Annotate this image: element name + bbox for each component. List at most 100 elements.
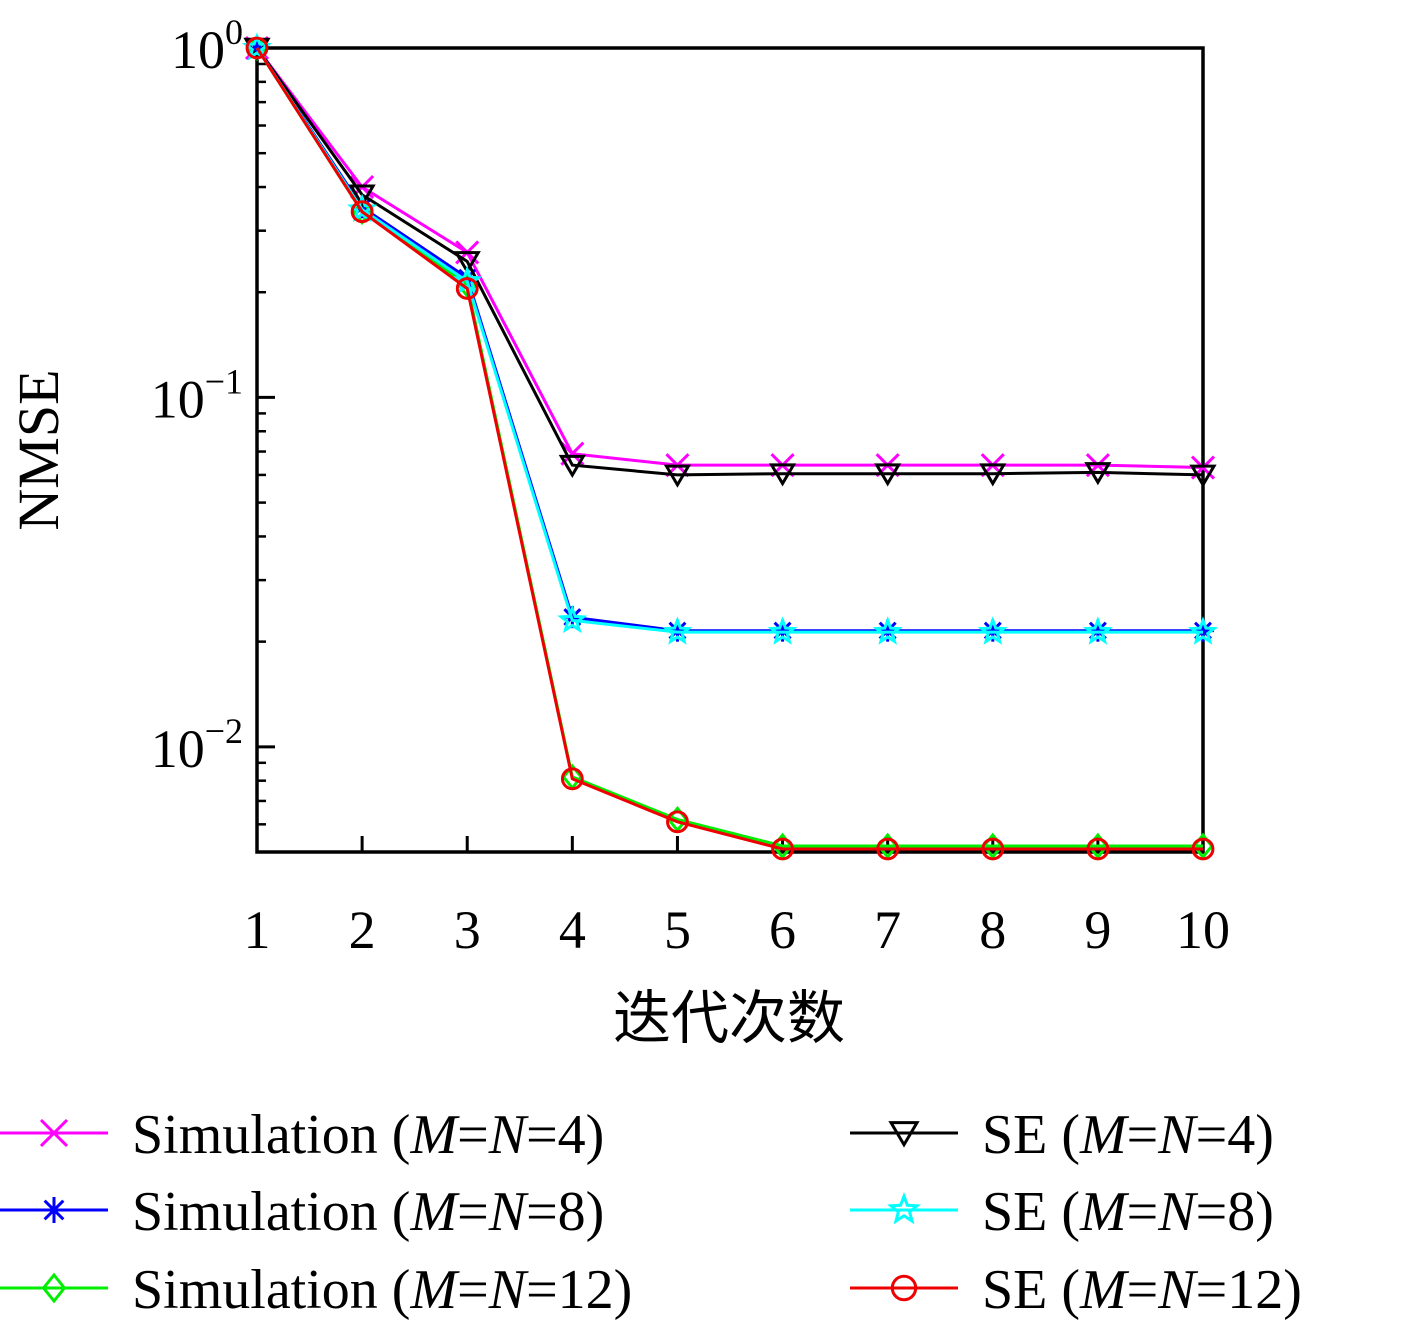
data-point	[977, 616, 1008, 645]
marker-shape	[663, 464, 692, 488]
x-tick-label: 7	[874, 900, 901, 960]
x-tick-label: 9	[1084, 900, 1111, 960]
data-point	[666, 810, 689, 834]
legend-label: SE (M=N=12)	[982, 1259, 1302, 1321]
y-tick-label: 10−2	[151, 711, 243, 779]
marker-shape	[557, 604, 588, 634]
legend-entry: SE (M=N=4)	[850, 1104, 1274, 1166]
series-1	[244, 35, 1216, 480]
legend-label: SE (M=N=8)	[982, 1181, 1274, 1243]
series-4	[243, 37, 1217, 488]
legend-entry: Simulation (M=N=4)	[0, 1104, 604, 1166]
data-point	[981, 837, 1005, 861]
data-point	[1086, 837, 1110, 861]
series-line	[255, 47, 1203, 634]
x-tick-label: 4	[559, 900, 586, 960]
x-tick-label: 8	[979, 900, 1006, 960]
series-line	[255, 47, 1203, 633]
series-2	[246, 37, 1214, 642]
marker-shape	[666, 810, 689, 834]
legend-label: Simulation (M=N=4)	[132, 1104, 604, 1166]
series-line	[255, 47, 1203, 848]
data-point	[767, 616, 798, 645]
marker-shape	[452, 265, 483, 294]
data-point	[768, 463, 797, 487]
series-marker-star	[887, 1192, 921, 1225]
marker-shape	[888, 1121, 920, 1148]
series-line	[255, 47, 1203, 851]
data-point	[771, 837, 794, 861]
marker-shape	[455, 277, 479, 300]
marker-stroke	[43, 1199, 65, 1221]
marker-shape	[1082, 616, 1113, 645]
marker-shape	[887, 1192, 921, 1225]
data-point	[1082, 616, 1113, 645]
y-axis-label: NMSE	[6, 369, 71, 530]
x-axis-label: 迭代次数	[613, 984, 845, 1052]
series-line	[255, 47, 1204, 477]
data-point	[558, 454, 586, 478]
marker-stroke	[39, 1118, 69, 1148]
data-point	[245, 36, 269, 60]
legend-entry: SE (M=N=12)	[850, 1259, 1302, 1321]
marker-shape	[1191, 837, 1215, 861]
marker-shape	[890, 1274, 918, 1302]
marker-shape	[245, 36, 269, 60]
marker-shape	[662, 616, 693, 645]
marker-shape	[560, 767, 584, 791]
series-5	[242, 32, 1218, 645]
x-tick-label: 1	[244, 900, 271, 960]
marker-shape	[979, 463, 1007, 487]
legend-entry: SE (M=N=8)	[850, 1181, 1274, 1243]
plot-area: 1 2 3 4 5 6 7 8 9 10 100 10−1 10−2	[151, 12, 1230, 960]
marker-shape	[1084, 462, 1112, 486]
x-tick-label: 10	[1176, 900, 1230, 960]
series-6	[245, 36, 1215, 861]
marker-shape	[453, 251, 481, 275]
data-point	[1189, 464, 1217, 488]
series-marker-diamond	[41, 1272, 67, 1304]
marker-shape	[872, 616, 903, 645]
series-line	[255, 47, 1204, 469]
marker-shape	[1189, 464, 1217, 488]
marker-shape	[977, 616, 1008, 645]
marker-shape	[771, 837, 794, 861]
legend-label: Simulation (M=N=12)	[132, 1259, 632, 1321]
x-tick-label: 5	[664, 900, 691, 960]
marker-shape	[350, 200, 374, 224]
series-3	[246, 34, 1214, 860]
marker-shape	[1188, 616, 1218, 645]
data-point	[557, 604, 588, 634]
y-tick-label: 10−1	[151, 361, 243, 429]
data-point	[1191, 837, 1215, 861]
legend-label: SE (M=N=4)	[982, 1104, 1274, 1166]
marker-shape	[348, 184, 376, 208]
marker-shape	[41, 1272, 67, 1304]
legend-label: Simulation (M=N=8)	[132, 1181, 604, 1243]
legend: Simulation (M=N=4) Simulation (M=N=8) Simu…	[0, 1104, 1302, 1321]
x-tick-label: 2	[349, 900, 376, 960]
x-tick-label: 3	[454, 900, 481, 960]
data-point	[662, 616, 693, 645]
marker-shape	[768, 463, 797, 487]
x-tick-label: 6	[769, 900, 796, 960]
data-point	[663, 464, 692, 488]
marker-shape	[876, 837, 900, 861]
legend-entry: Simulation (M=N=12)	[0, 1259, 632, 1321]
series-marker-triangle-down	[888, 1121, 920, 1148]
legend-entry: Simulation (M=N=8)	[0, 1181, 604, 1243]
marker-shape	[981, 837, 1005, 861]
marker-shape	[767, 616, 798, 645]
plot-frame	[255, 46, 1205, 854]
data-point	[455, 277, 479, 300]
data-point	[874, 463, 902, 487]
marker-shape	[1086, 837, 1110, 861]
data-point	[1188, 616, 1218, 645]
series-marker-circle	[890, 1274, 918, 1302]
data-point	[453, 251, 481, 275]
series-marker-asterisk	[41, 1197, 67, 1223]
data-point	[876, 837, 900, 861]
data-point	[560, 767, 584, 791]
data-point	[979, 463, 1007, 487]
